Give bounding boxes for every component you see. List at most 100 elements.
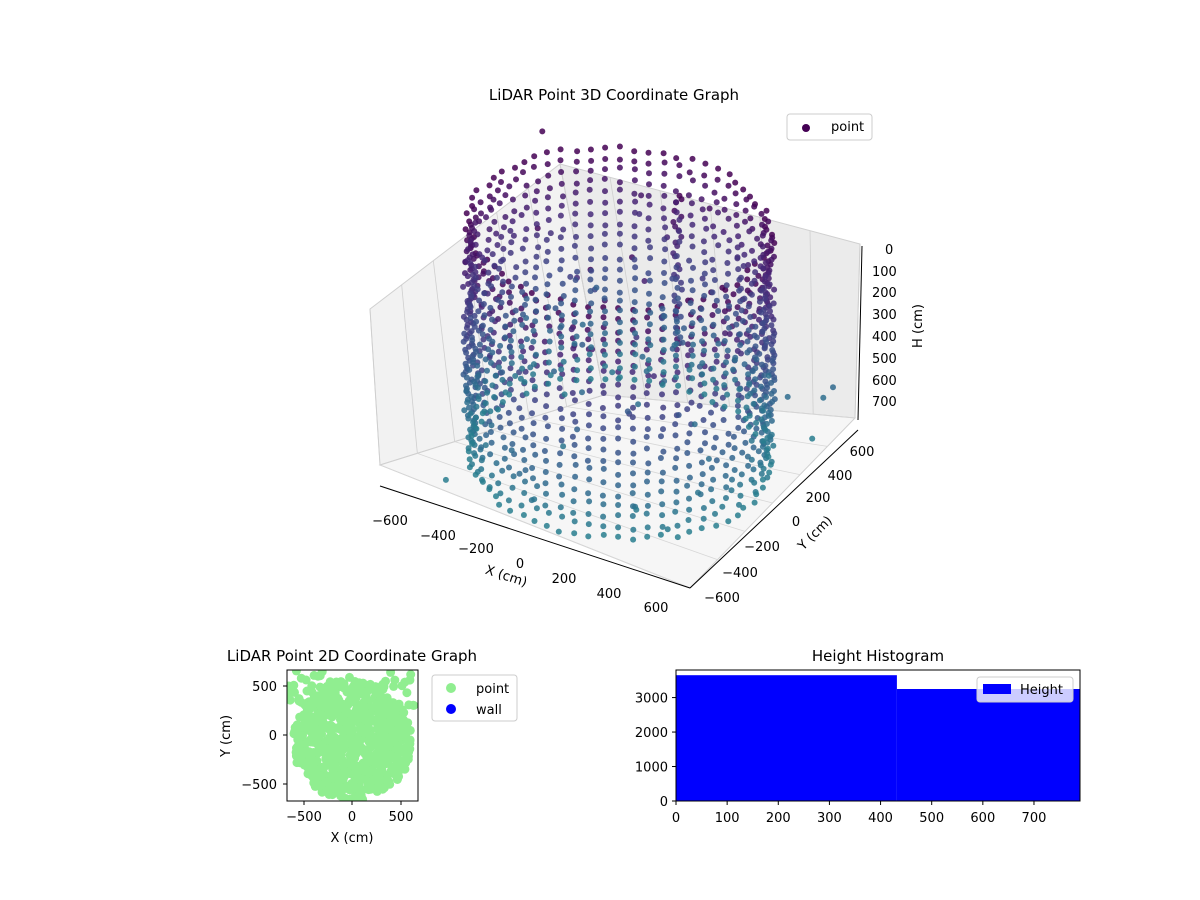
data-point — [587, 308, 594, 315]
data-point — [518, 502, 525, 509]
data-point — [600, 336, 607, 343]
data-point — [644, 414, 651, 421]
data-point — [521, 457, 528, 463]
data-point — [754, 235, 761, 242]
data-point — [631, 299, 638, 306]
z-tick: 700 — [872, 395, 897, 410]
data-point — [673, 374, 679, 381]
chart-2d: LiDAR Point 2D Coordinate Graph −500 0 5… — [219, 647, 518, 846]
data-point — [557, 146, 564, 153]
data-point — [747, 215, 754, 222]
data-point — [647, 244, 653, 251]
histogram-bar — [896, 689, 1080, 801]
data-point — [480, 301, 487, 307]
data-point — [509, 441, 516, 447]
data-point — [758, 309, 764, 316]
data-point — [645, 336, 652, 343]
data-point — [636, 211, 643, 217]
data-point — [615, 524, 622, 531]
data-point — [570, 509, 577, 516]
data-point — [644, 382, 651, 389]
data-point — [602, 156, 609, 162]
data-point — [616, 241, 623, 248]
data-point — [762, 259, 769, 266]
data-point — [732, 190, 739, 197]
data-point — [643, 510, 650, 517]
data-point — [644, 491, 651, 498]
data-point — [512, 373, 519, 379]
data-point — [672, 352, 679, 359]
data-point — [674, 284, 681, 291]
data-point — [616, 297, 623, 304]
data-point — [689, 177, 696, 184]
data-point — [732, 179, 739, 186]
data-point — [684, 406, 691, 413]
data-point — [508, 353, 515, 360]
data-point — [615, 449, 622, 456]
data-point — [467, 260, 474, 267]
x-tick: −500 — [286, 810, 322, 825]
data-point — [686, 257, 693, 264]
data-point — [328, 782, 338, 792]
data-point — [753, 334, 760, 341]
x-tick: −600 — [372, 514, 408, 529]
data-point — [483, 214, 489, 221]
data-point — [751, 479, 758, 486]
data-point — [684, 482, 691, 489]
data-point — [573, 158, 580, 165]
data-point — [505, 497, 512, 504]
data-point — [600, 465, 607, 472]
data-point — [579, 389, 585, 396]
data-point — [631, 223, 638, 230]
data-point — [769, 347, 776, 353]
data-point — [463, 388, 470, 395]
data-point — [486, 182, 493, 189]
data-point — [710, 321, 717, 328]
data-point — [474, 384, 481, 391]
data-point — [586, 464, 593, 471]
data-point — [600, 479, 607, 486]
data-point — [523, 226, 530, 233]
data-point — [473, 425, 480, 432]
data-point — [751, 387, 758, 394]
data-point — [587, 376, 594, 382]
x-tick: 500 — [919, 811, 944, 826]
data-point — [616, 365, 623, 372]
data-point — [375, 752, 385, 762]
data-point — [616, 307, 623, 314]
data-point — [752, 269, 759, 276]
data-point — [643, 401, 650, 408]
data-point — [658, 488, 665, 495]
data-point — [329, 692, 339, 701]
data-point — [629, 513, 636, 519]
data-point — [530, 361, 537, 368]
data-point — [632, 198, 639, 205]
data-point — [498, 168, 505, 175]
data-point — [661, 258, 668, 265]
data-point — [466, 456, 473, 463]
data-point — [673, 389, 679, 396]
data-point — [533, 308, 540, 315]
data-point — [630, 438, 637, 445]
data-point — [543, 403, 550, 410]
data-point — [602, 266, 609, 273]
data-point — [661, 236, 668, 243]
data-point — [631, 341, 638, 348]
data-point — [588, 300, 595, 307]
data-point — [632, 308, 639, 315]
data-point — [600, 425, 607, 432]
data-point — [473, 403, 480, 410]
data-point — [645, 215, 652, 222]
data-point — [585, 313, 592, 320]
data-point — [722, 370, 729, 377]
data-point — [761, 278, 768, 285]
data-point — [713, 457, 720, 464]
data-point — [645, 357, 652, 364]
data-point — [530, 475, 536, 482]
data-point — [784, 393, 791, 400]
data-point — [557, 234, 564, 241]
data-point — [713, 385, 720, 392]
data-point — [737, 492, 744, 499]
data-point — [493, 460, 500, 467]
data-point — [631, 245, 638, 252]
